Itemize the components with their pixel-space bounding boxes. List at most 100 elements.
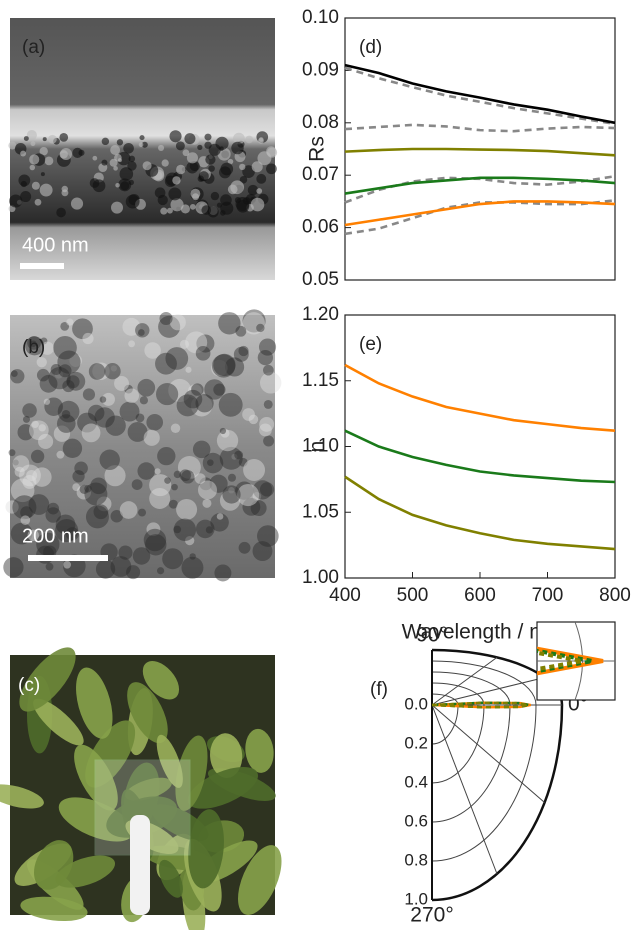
pore <box>94 407 115 428</box>
series-line <box>344 147 616 157</box>
pore <box>62 438 83 459</box>
pore <box>45 507 61 523</box>
pore <box>158 315 181 338</box>
pore <box>10 369 25 384</box>
pore <box>8 449 16 457</box>
pore <box>118 178 132 192</box>
pore <box>39 147 48 156</box>
pore <box>53 336 77 360</box>
pore <box>230 180 245 195</box>
pore <box>101 392 115 406</box>
pore <box>192 193 200 201</box>
pore <box>245 135 254 144</box>
pore <box>110 145 121 155</box>
pore <box>96 496 112 512</box>
pore <box>48 367 71 390</box>
pore <box>224 357 245 377</box>
pore <box>154 468 161 475</box>
pore <box>128 155 136 163</box>
pore <box>159 311 173 326</box>
pore <box>47 502 60 515</box>
y-tick-label: 0.05 <box>302 269 339 290</box>
pore <box>186 152 198 164</box>
pore <box>109 158 118 167</box>
x-tick-label: 800 <box>599 585 631 606</box>
grid-ring <box>431 648 564 902</box>
pore <box>137 462 156 480</box>
pore <box>57 400 80 423</box>
pore <box>259 416 275 432</box>
series-line <box>344 363 616 433</box>
pore <box>99 449 120 470</box>
y-tick-label: 0.07 <box>302 164 339 185</box>
pore <box>156 567 165 575</box>
pore <box>228 487 235 494</box>
polar-series <box>431 701 529 709</box>
pore <box>10 478 35 503</box>
angle-label: 90° <box>416 624 448 647</box>
pore <box>101 159 108 166</box>
pore <box>40 337 48 345</box>
pore <box>124 388 140 404</box>
pore <box>92 155 98 161</box>
pore <box>185 331 208 354</box>
pore <box>62 379 75 393</box>
pore <box>242 197 251 205</box>
pore <box>231 141 244 155</box>
pore <box>29 154 40 165</box>
pore <box>219 490 241 511</box>
pore <box>196 334 215 353</box>
pore <box>111 201 123 214</box>
pore <box>139 135 145 141</box>
pore <box>104 363 121 380</box>
scale-bar-label: 400 nm <box>22 234 89 256</box>
pore <box>242 309 266 333</box>
pore <box>82 388 96 401</box>
pore <box>216 429 239 452</box>
pore <box>211 354 236 378</box>
grid-spoke <box>431 656 498 706</box>
series-line <box>344 123 616 133</box>
leaf <box>76 667 113 739</box>
pore <box>66 371 86 391</box>
pore <box>194 473 206 484</box>
pore <box>143 429 160 446</box>
pore <box>29 164 36 171</box>
pore <box>43 398 51 405</box>
pore <box>118 545 133 560</box>
pore <box>85 505 109 529</box>
pore <box>144 342 161 359</box>
pore <box>65 527 79 541</box>
pore <box>256 188 263 194</box>
pore <box>216 513 224 520</box>
pore <box>250 500 267 517</box>
pore <box>28 420 49 441</box>
pore <box>242 408 255 421</box>
pore <box>235 481 254 500</box>
pore <box>31 181 40 190</box>
pore <box>36 368 50 382</box>
pore <box>227 473 236 482</box>
panel-label: (f) <box>370 679 388 700</box>
pore <box>252 492 262 501</box>
angle-label: 270° <box>410 904 453 927</box>
pore <box>198 171 209 182</box>
pore <box>182 149 190 157</box>
leaf <box>74 744 118 811</box>
pore <box>63 560 72 569</box>
pore <box>250 197 265 212</box>
pore <box>142 161 152 171</box>
pore <box>218 312 241 335</box>
pore <box>77 412 97 433</box>
pore <box>74 461 88 476</box>
pore <box>14 466 25 477</box>
pore <box>72 483 80 491</box>
pore <box>72 470 85 483</box>
pore <box>202 452 224 474</box>
pore <box>231 453 238 460</box>
pore <box>34 198 42 206</box>
pore <box>149 487 171 509</box>
pore <box>93 504 109 520</box>
pore <box>12 495 37 520</box>
